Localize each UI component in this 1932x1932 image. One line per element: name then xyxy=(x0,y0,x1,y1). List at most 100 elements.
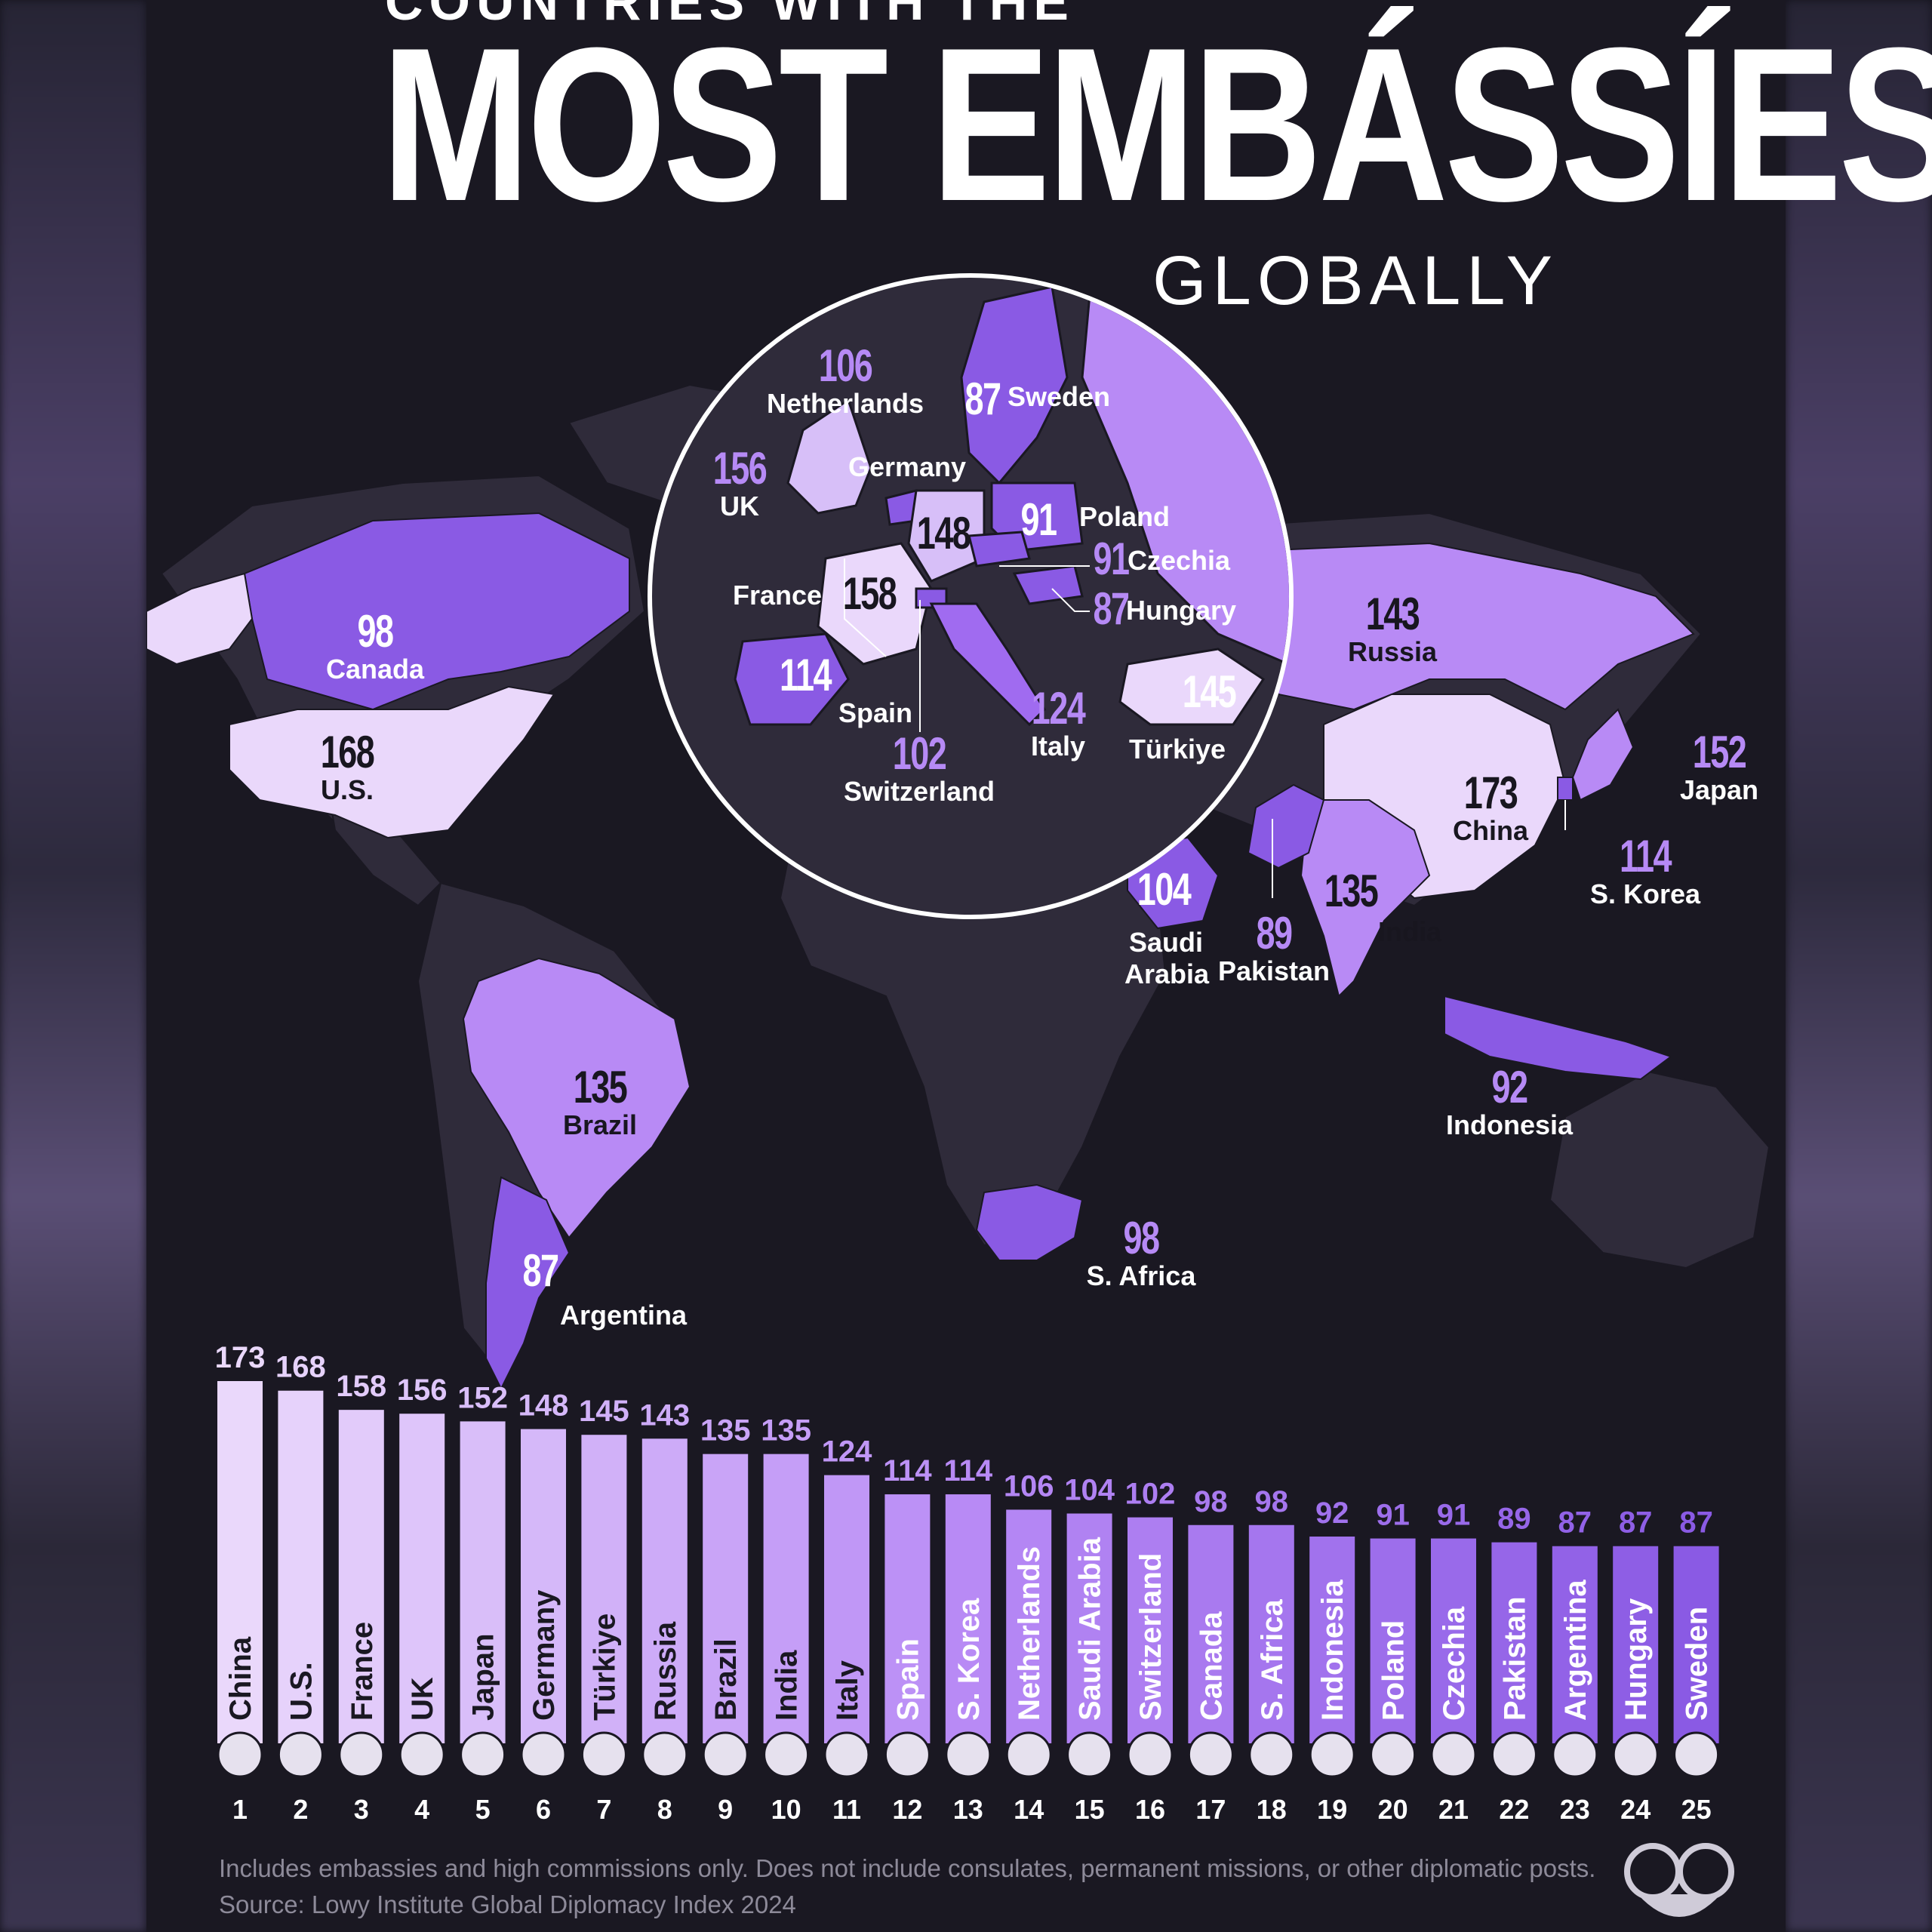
bar-category-label: UK xyxy=(406,1677,439,1721)
bar-canada xyxy=(1188,1524,1234,1743)
bar-category-label: Brazil xyxy=(709,1638,743,1721)
bar-category-label: Indonesia xyxy=(1316,1580,1349,1721)
bar-value-label: 87 xyxy=(1619,1506,1653,1540)
rank-label: 21 xyxy=(1438,1794,1469,1825)
bar-s-africa xyxy=(1248,1524,1294,1743)
bar-t-rkiye xyxy=(581,1435,627,1743)
map-label-saudi-name: Saudi Arabia xyxy=(1124,927,1210,989)
bar-value-label: 156 xyxy=(397,1374,448,1407)
bar-chart: 173China1168U.S.2158France3156UK4152Japa… xyxy=(215,1341,1720,1825)
flag-icon xyxy=(460,1731,506,1778)
bar-category-label: Poland xyxy=(1377,1620,1411,1721)
rank-label: 15 xyxy=(1075,1794,1105,1825)
rank-label: 22 xyxy=(1499,1794,1529,1825)
flag-icon xyxy=(823,1731,870,1778)
rank-label: 1 xyxy=(232,1794,248,1825)
bar-category-label: India xyxy=(771,1650,804,1721)
bar-sweden xyxy=(1673,1546,1719,1743)
rank-label: 19 xyxy=(1317,1794,1347,1825)
map-label-spain-value: 114 xyxy=(779,650,832,700)
bar-saudi-arabia xyxy=(1066,1513,1112,1743)
zoom-germany xyxy=(907,489,986,583)
rank-label: 25 xyxy=(1681,1794,1712,1825)
map-country-s-korea xyxy=(1557,777,1574,801)
bar-category-label: Türkiye xyxy=(588,1614,621,1721)
rank-label: 24 xyxy=(1620,1794,1651,1825)
flag-icon xyxy=(398,1731,445,1778)
zoom-france xyxy=(817,542,933,666)
map-label-switzerland: 102 Switzerland xyxy=(843,728,995,808)
bar-category-label: S. Africa xyxy=(1256,1598,1289,1721)
rank-label: 10 xyxy=(771,1794,801,1825)
bar-category-label: China xyxy=(224,1636,257,1721)
zoom-italy xyxy=(929,602,1046,727)
rank-label: 9 xyxy=(718,1794,733,1825)
flag-icon xyxy=(1187,1731,1234,1778)
rank-label: 4 xyxy=(414,1794,429,1825)
flag-icon xyxy=(277,1731,324,1778)
flag-icon xyxy=(217,1731,263,1778)
bar-category-label: S. Korea xyxy=(952,1598,986,1721)
flag-icon xyxy=(1430,1731,1477,1778)
rank-label: 12 xyxy=(892,1794,922,1825)
bar-russia xyxy=(641,1438,688,1743)
map-label-turkiye-name: Türkiye xyxy=(1128,734,1226,764)
bar-india xyxy=(763,1454,809,1743)
leader-line-netherlands xyxy=(844,558,887,657)
map-label-france-value: 158 xyxy=(842,568,897,619)
map-label-italy: 124 Italy xyxy=(1030,683,1086,762)
left-blur-margin xyxy=(0,0,146,1932)
bar-germany xyxy=(521,1429,566,1743)
map-country-s-africa xyxy=(975,1183,1084,1261)
flag-icon xyxy=(1066,1731,1113,1778)
rank-label: 13 xyxy=(953,1794,983,1825)
map-label-indonesia: 92 Indonesia xyxy=(1445,1062,1574,1141)
map-label-czechia-value: 91 xyxy=(1093,534,1130,584)
bar-value-label: 145 xyxy=(579,1395,629,1428)
bar-category-label: Spain xyxy=(891,1638,924,1721)
flag-icon xyxy=(1309,1731,1355,1778)
rank-label: 14 xyxy=(1014,1794,1044,1825)
map-label-us: 168 U.S. xyxy=(320,727,375,806)
map-label-argentina-name: Argentina xyxy=(559,1300,688,1331)
rank-label: 18 xyxy=(1257,1794,1287,1825)
flag-icon xyxy=(520,1731,567,1778)
map-country-india xyxy=(1300,799,1431,998)
bar-category-label: Saudi Arabia xyxy=(1074,1537,1107,1721)
bar-indonesia xyxy=(1309,1537,1355,1743)
leader-line-hungary xyxy=(1051,588,1090,612)
bar-category-label: Japan xyxy=(467,1633,500,1721)
bar-switzerland xyxy=(1128,1517,1173,1743)
bar-brazil xyxy=(703,1454,749,1743)
title-main: MOST EMBÁSSÍES xyxy=(381,2,1932,247)
right-blur-margin xyxy=(1786,0,1932,1932)
bar-category-label: Sweden xyxy=(1681,1607,1714,1721)
bar-value-label: 152 xyxy=(457,1381,508,1414)
bar-italy xyxy=(824,1475,869,1743)
footer-note: Includes embassies and high commissions … xyxy=(219,1854,1596,1882)
map-country-russia xyxy=(1247,542,1695,711)
bar-category-label: Canada xyxy=(1195,1611,1228,1721)
bar-czechia xyxy=(1431,1538,1476,1743)
zoom-sweden xyxy=(960,285,1069,485)
bar-category-label: U.S. xyxy=(285,1662,318,1721)
map-country-brazil xyxy=(462,957,691,1239)
map-label-japan: 152 Japan xyxy=(1679,727,1759,806)
bar-japan xyxy=(460,1421,506,1743)
map-label-turkiye-value: 145 xyxy=(1182,666,1237,717)
flag-icon xyxy=(338,1731,385,1778)
map-label-india-value: 135 xyxy=(1324,866,1379,916)
map-label-czechia-name: Czechia xyxy=(1127,545,1231,576)
flag-icon xyxy=(1673,1731,1720,1778)
bar-category-label: Pakistan xyxy=(1498,1596,1531,1721)
bar-value-label: 173 xyxy=(215,1341,266,1374)
bar-value-label: 87 xyxy=(1558,1506,1592,1540)
map-country-alaska xyxy=(146,572,254,666)
bar-category-label: Germany xyxy=(528,1589,561,1721)
bar-value-label: 89 xyxy=(1497,1503,1531,1536)
bar-china xyxy=(217,1381,263,1743)
map-country-canada xyxy=(243,512,630,711)
map-label-china: 173 China xyxy=(1452,768,1529,847)
map-label-saudi-value: 104 xyxy=(1137,864,1192,915)
rank-label: 7 xyxy=(596,1794,611,1825)
